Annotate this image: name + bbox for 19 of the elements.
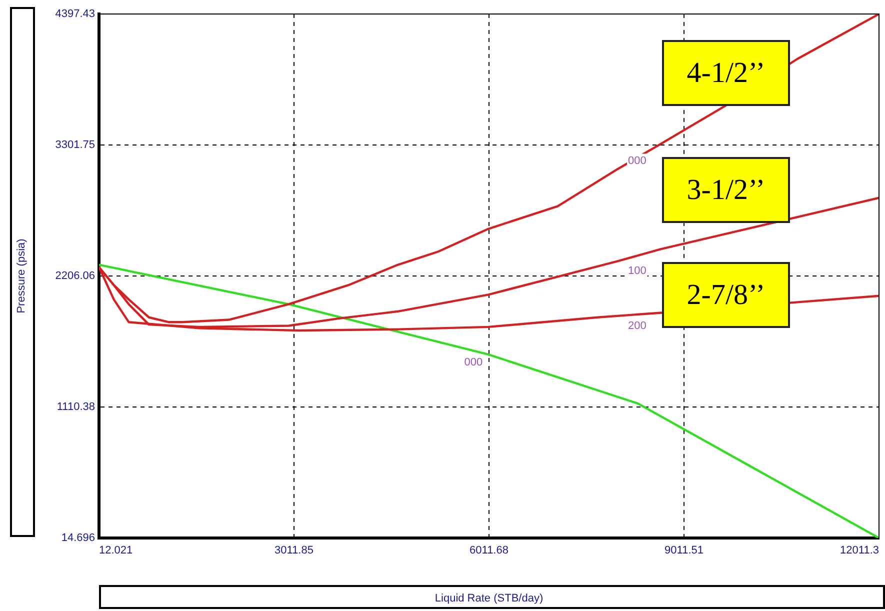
- y-tick-label: 4397.43: [55, 8, 95, 20]
- x-tick-label: 12.021: [99, 544, 133, 557]
- x-tick-label: 3011.85: [274, 544, 314, 557]
- y-tick-label: 3301.75: [55, 139, 95, 152]
- series-label: 3-1/2’’: [662, 157, 790, 223]
- annotation: 100: [628, 264, 646, 277]
- annotation: 000: [464, 356, 483, 368]
- y-axis-title: Pressure (psia): [16, 238, 28, 314]
- y-tick-label: 2206.06: [55, 270, 95, 282]
- y-tick-label: 14.696: [61, 532, 95, 544]
- y-tick-label: 1110.38: [56, 401, 95, 414]
- x-tick-label: 6011.68: [470, 544, 508, 557]
- annotation: 200: [628, 320, 646, 332]
- series-label: 2-7/8’’: [662, 262, 790, 328]
- annotation: 000: [628, 154, 646, 167]
- x-tick-label: 12011.3: [840, 544, 879, 557]
- x-axis-title: Liquid Rate (STB/day): [434, 592, 544, 604]
- series-label: 4-1/2’’: [662, 40, 790, 106]
- x-tick-label: 9011.51: [664, 544, 704, 557]
